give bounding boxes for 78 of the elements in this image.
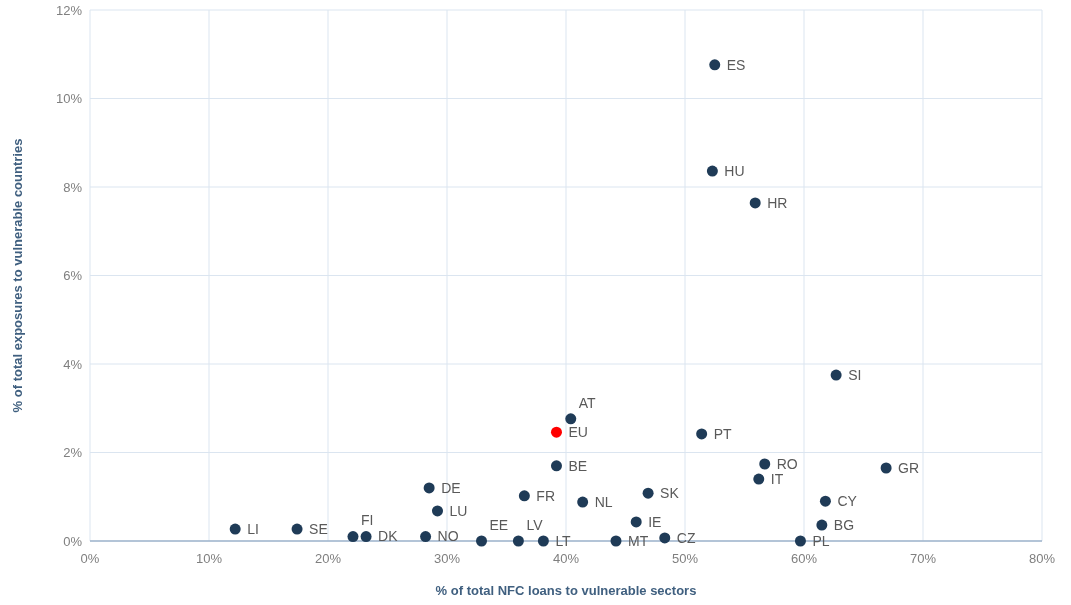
point bbox=[794, 535, 806, 547]
annotation: PT bbox=[713, 425, 732, 442]
point bbox=[229, 523, 241, 535]
point bbox=[291, 523, 303, 535]
x-tick-label: 20% bbox=[314, 551, 342, 566]
annotation: LT bbox=[555, 532, 572, 549]
x-tick-label: 50% bbox=[671, 551, 699, 566]
point bbox=[360, 531, 372, 543]
y-tick-label: 0% bbox=[63, 533, 83, 549]
x-axis-title: % of total NFC loans to vulnerable sectors bbox=[435, 583, 697, 598]
y-tick-label: 10% bbox=[55, 91, 83, 107]
point bbox=[696, 428, 708, 440]
x-tick-label: 30% bbox=[433, 551, 461, 566]
x-tick-label: 40% bbox=[552, 551, 580, 566]
annotation: MT bbox=[627, 532, 649, 549]
annotation: BE bbox=[568, 457, 588, 474]
x-tick-label: 10% bbox=[195, 551, 223, 566]
annotation: BG bbox=[833, 516, 855, 533]
annotation: AT bbox=[578, 394, 597, 411]
annotation: HU bbox=[724, 162, 745, 179]
x-tick-label: 70% bbox=[909, 551, 937, 566]
point bbox=[880, 462, 892, 474]
point bbox=[630, 516, 642, 528]
point bbox=[706, 165, 718, 177]
annotation: PL bbox=[812, 532, 830, 549]
point bbox=[610, 535, 622, 547]
y-tick-label: 8% bbox=[63, 179, 83, 195]
annotation: EU bbox=[568, 424, 588, 441]
annotation: SK bbox=[660, 485, 680, 502]
x-tick-label: 0% bbox=[80, 551, 100, 566]
point bbox=[577, 496, 589, 508]
point bbox=[550, 426, 562, 438]
annotation: FR bbox=[536, 487, 556, 504]
point bbox=[518, 490, 530, 502]
y-tick-label: 6% bbox=[63, 268, 83, 284]
point bbox=[642, 487, 654, 499]
y-tick-label: 12% bbox=[55, 2, 83, 18]
annotation: IE bbox=[648, 513, 662, 530]
annotation: ES bbox=[726, 56, 746, 73]
point bbox=[565, 413, 577, 425]
y-tick-label: 4% bbox=[63, 356, 83, 372]
point bbox=[420, 531, 432, 543]
annotation: IT bbox=[770, 470, 784, 487]
annotation: LI bbox=[247, 520, 259, 537]
annotation: DE bbox=[441, 479, 461, 496]
annotation: SE bbox=[309, 520, 328, 537]
annotation: RO bbox=[776, 455, 798, 472]
point bbox=[512, 535, 524, 547]
point bbox=[709, 59, 721, 71]
annotation: HR bbox=[767, 194, 788, 211]
x-tick-label: 60% bbox=[790, 551, 818, 566]
point bbox=[476, 535, 488, 547]
annotation: EE bbox=[489, 516, 509, 533]
y-axis-title: % of total exposures to vulnerable countries bbox=[10, 138, 25, 413]
annotation: FI bbox=[360, 512, 374, 529]
annotation: NO bbox=[437, 528, 459, 545]
point bbox=[759, 458, 771, 470]
point bbox=[819, 495, 831, 507]
x-tick-label: 80% bbox=[1028, 551, 1056, 566]
annotation: DK bbox=[378, 528, 399, 545]
point bbox=[749, 197, 761, 209]
point bbox=[830, 369, 842, 381]
annotation: NL bbox=[594, 493, 613, 510]
point bbox=[423, 482, 435, 494]
annotation: SI bbox=[848, 366, 862, 383]
annotation: LU bbox=[449, 502, 468, 519]
annotation: GR bbox=[898, 459, 920, 476]
point bbox=[431, 505, 443, 517]
point bbox=[753, 473, 765, 485]
annotation: CZ bbox=[676, 529, 696, 546]
point bbox=[550, 460, 562, 472]
y-tick-label: 2% bbox=[63, 445, 83, 461]
annotation: CY bbox=[837, 493, 858, 510]
point bbox=[659, 532, 671, 544]
point bbox=[816, 519, 828, 531]
annotation: LV bbox=[526, 516, 544, 533]
point bbox=[347, 531, 359, 543]
point bbox=[537, 535, 549, 547]
